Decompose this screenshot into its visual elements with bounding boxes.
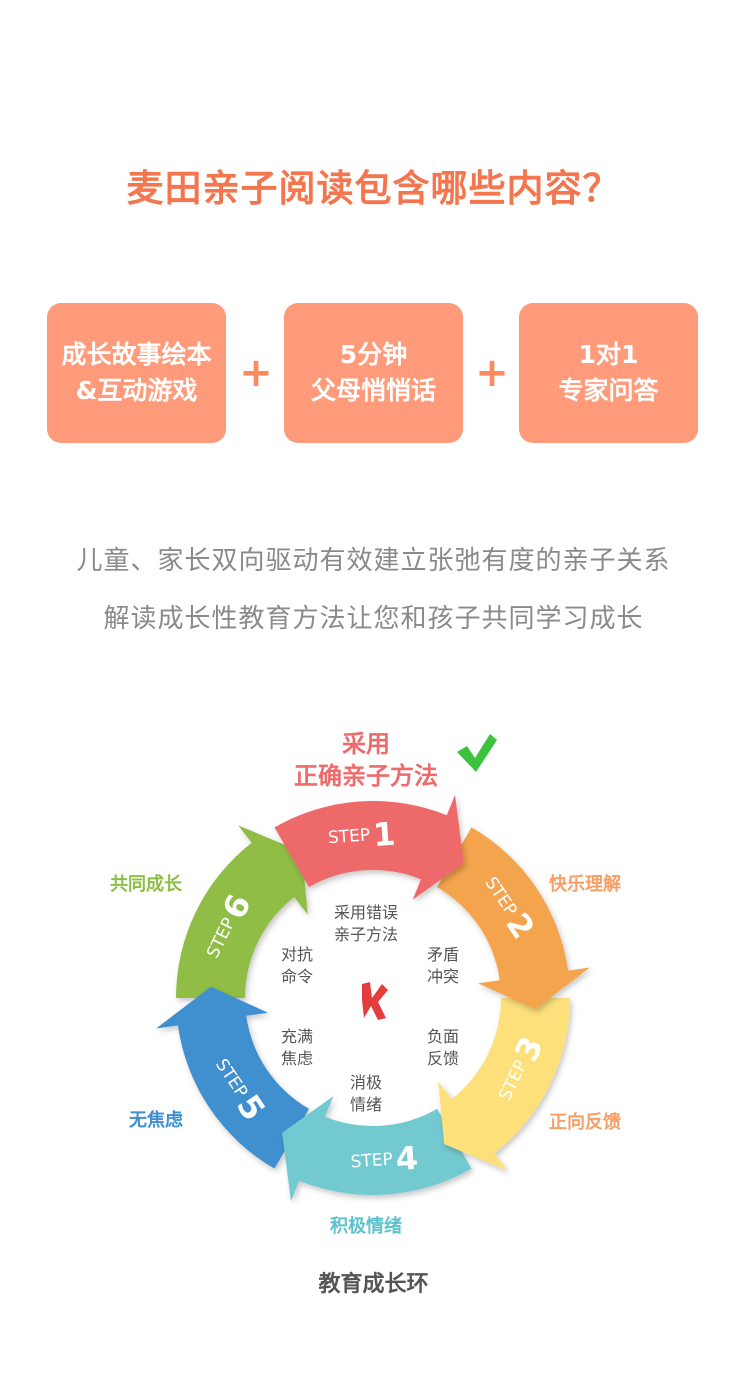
box-line: &互动游戏 <box>75 376 198 405</box>
svg-text:STEP4: STEP4 <box>349 1139 419 1182</box>
cross-icon <box>362 982 388 1020</box>
box-line: 父母悄悄话 <box>310 376 436 405</box>
page-title: 麦田亲子阅读包含哪些内容？ <box>126 167 621 210</box>
outer-label-step2: 快乐理解 <box>549 873 621 895</box>
inner-label: 亲子方法 <box>334 925 398 944</box>
step-label-4: STEP4 <box>349 1139 419 1182</box>
outer-label-step3: 正向反馈 <box>549 1111 621 1133</box>
step-number: 1 <box>372 815 397 854</box>
outer-label-step4: 积极情绪 <box>330 1215 402 1237</box>
outer-label-step6: 共同成长 <box>110 873 183 895</box>
inner-label: 负面 <box>427 1027 459 1046</box>
subtitle-line: 解读成长性教育方法让您和孩子共同学习成长 <box>103 604 644 634</box>
content-box-expert-qa: 1对1 专家问答 <box>519 303 698 443</box>
check-icon <box>457 734 497 772</box>
inner-label: 命令 <box>281 967 313 986</box>
inner-label: 情绪 <box>350 1095 382 1114</box>
content-box-parent-talk: 5分钟 父母悄悄话 <box>284 303 463 443</box>
box-line: 1对1 <box>578 340 639 369</box>
inner-label: 冲突 <box>427 967 459 986</box>
inner-label: 充满 <box>281 1027 313 1046</box>
step-word: STEP <box>327 825 370 848</box>
box-line: 专家问答 <box>558 376 659 405</box>
inner-label: 矛盾 <box>427 945 459 964</box>
subtitle-line: 儿童、家长双向驱动有效建立张弛有度的亲子关系 <box>76 546 671 576</box>
outer-label-step5: 无焦虑 <box>129 1109 183 1131</box>
inner-label: 消极 <box>350 1073 382 1092</box>
step-arrow-2 <box>437 827 590 1010</box>
top-label-line1: 采用 <box>342 730 390 758</box>
diagram-caption: 教育成长环 <box>318 1272 429 1297</box>
plus-icon: + <box>239 350 273 396</box>
top-label-line2: 正确亲子方法 <box>294 762 438 790</box>
inner-label: 反馈 <box>427 1049 459 1068</box>
inner-label: 对抗 <box>281 945 313 964</box>
inner-label: 焦虑 <box>281 1049 313 1068</box>
content-box-storybook: 成长故事绘本 &互动游戏 <box>47 303 226 443</box>
step-arrow-4 <box>282 1096 472 1202</box>
plus-icon: + <box>475 350 509 396</box>
step-arrow-3 <box>438 998 570 1171</box>
step-label-1: STEP1 <box>327 815 397 858</box>
inner-label: 采用错误 <box>334 903 398 922</box>
growth-cycle-diagram: 采用 正确亲子方法 STEP1STEP2STEP3STEP4STEP5STEP6… <box>110 730 621 1237</box>
step-number: 4 <box>394 1139 419 1178</box>
step-word: STEP <box>350 1150 393 1173</box>
box-line: 成长故事绘本 <box>61 340 212 369</box>
step-arrow-1 <box>274 794 464 900</box>
step-arrow-5 <box>156 986 309 1169</box>
box-line: 5分钟 <box>339 340 408 369</box>
step-arrow-6 <box>176 825 308 998</box>
svg-text:STEP1: STEP1 <box>327 815 397 858</box>
